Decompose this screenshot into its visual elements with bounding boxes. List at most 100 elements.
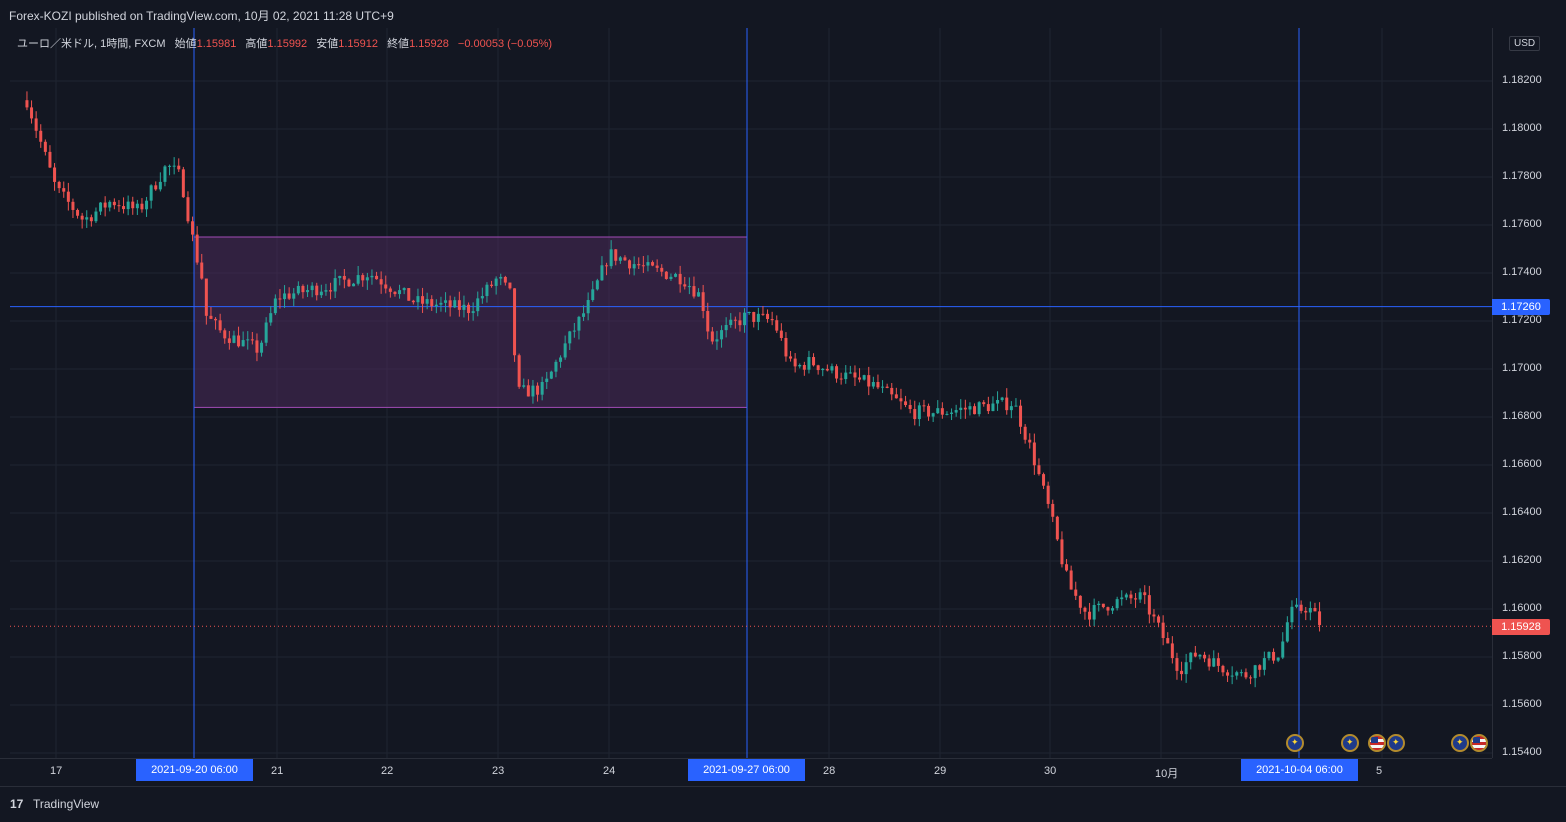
time-axis-label: 10月: [1155, 768, 1179, 780]
candle-body: [25, 100, 29, 108]
price-axis-label: 1.15600: [1502, 698, 1542, 710]
candle-body: [503, 276, 507, 283]
candle-body: [260, 342, 264, 353]
candle-body: [890, 387, 894, 395]
candle-body: [922, 405, 926, 407]
candle-body: [1281, 641, 1285, 658]
eu-event-icon[interactable]: [1341, 734, 1359, 752]
candle-body: [278, 298, 282, 300]
candle-body: [310, 285, 314, 291]
candle-body: [991, 403, 995, 412]
us-event-icon[interactable]: [1470, 734, 1488, 752]
candle-body: [793, 358, 797, 367]
candle-body: [545, 378, 549, 382]
candle-body: [756, 313, 760, 322]
candle-body: [807, 357, 811, 370]
candle-body: [867, 375, 871, 387]
candle-body: [526, 385, 530, 397]
candle-body: [1000, 397, 1004, 401]
candle-body: [135, 203, 139, 209]
candle-body: [204, 278, 208, 316]
candle-body: [1267, 651, 1271, 659]
candle-body: [57, 181, 61, 189]
candle-body: [112, 201, 116, 206]
last-price-tag: 1.15928: [1492, 619, 1550, 635]
candle-body: [108, 201, 112, 208]
candle-body: [1308, 607, 1312, 613]
time-axis-label: 29: [934, 765, 947, 777]
candle-body: [1088, 611, 1092, 620]
time-axis-label: 17: [50, 765, 63, 777]
eu-event-icon[interactable]: [1387, 734, 1405, 752]
candle-body: [894, 394, 898, 399]
candle-body: [1124, 594, 1128, 598]
candle-body: [651, 262, 655, 266]
candle-body: [99, 202, 103, 212]
time-axis-label: 24: [603, 765, 616, 777]
candle-body: [494, 278, 498, 286]
candle-body: [789, 356, 793, 359]
candle-body: [513, 288, 517, 356]
candle-body: [471, 311, 475, 314]
candle-body: [959, 407, 963, 411]
candle-body: [43, 141, 47, 152]
date-tag-1: 2021-09-20 06:00: [136, 759, 253, 781]
candle-body: [145, 200, 149, 210]
candle-body: [1005, 397, 1009, 411]
price-axis[interactable]: [1492, 28, 1566, 758]
candle-body: [1180, 670, 1184, 675]
eu-event-icon[interactable]: [1286, 734, 1304, 752]
candle-body: [48, 151, 52, 168]
time-axis-label: 23: [492, 765, 505, 777]
candle-body: [80, 215, 84, 220]
candle-body: [200, 262, 204, 279]
us-event-icon[interactable]: [1368, 734, 1386, 752]
candle-body: [186, 197, 190, 222]
candle-body: [117, 205, 121, 207]
candle-body: [986, 404, 990, 412]
candle-body: [963, 407, 967, 410]
candle-body: [973, 406, 977, 415]
candle-body: [237, 335, 241, 347]
time-axis-label: 21: [271, 765, 284, 777]
candle-body: [664, 271, 668, 279]
candle-body: [1285, 622, 1289, 642]
candle-body: [444, 300, 448, 303]
candle-body: [1249, 677, 1253, 679]
candle-body: [347, 279, 351, 287]
ohlc-legend: ユーロ／米ドル, 1時間, FXCM 始値1.15981 高値1.15992 安…: [17, 35, 552, 51]
candle-body: [802, 365, 806, 370]
candle-body: [1318, 611, 1322, 626]
candle-body: [250, 339, 254, 341]
candle-body: [1258, 665, 1262, 670]
candle-body: [283, 293, 287, 300]
candle-body: [434, 304, 438, 307]
candle-body: [103, 202, 107, 208]
candle-body: [913, 409, 917, 420]
candlestick-chart[interactable]: [10, 28, 1492, 758]
candle-body: [1313, 607, 1317, 612]
candle-body: [407, 288, 411, 301]
price-axis-label: 1.16000: [1502, 602, 1542, 614]
candle-body: [306, 290, 310, 293]
candle-body: [816, 365, 820, 371]
candle-body: [522, 385, 526, 387]
candle-body: [388, 288, 392, 292]
candle-body: [1175, 658, 1179, 671]
currency-button[interactable]: USD: [1509, 36, 1541, 51]
candle-body: [246, 339, 250, 341]
candle-body: [1115, 599, 1119, 609]
candle-body: [1262, 658, 1266, 670]
candle-body: [1203, 654, 1207, 659]
price-axis-label: 1.15400: [1502, 746, 1542, 758]
chart-pane[interactable]: [10, 28, 1492, 758]
eu-event-icon[interactable]: [1451, 734, 1469, 752]
candle-body: [172, 165, 176, 167]
candle-body: [462, 304, 466, 310]
low-label: 安値: [316, 38, 339, 50]
time-axis[interactable]: [0, 758, 1492, 786]
candle-body: [871, 382, 875, 387]
candle-body: [1042, 474, 1046, 486]
candle-body: [39, 130, 43, 142]
candle-body: [931, 413, 935, 417]
